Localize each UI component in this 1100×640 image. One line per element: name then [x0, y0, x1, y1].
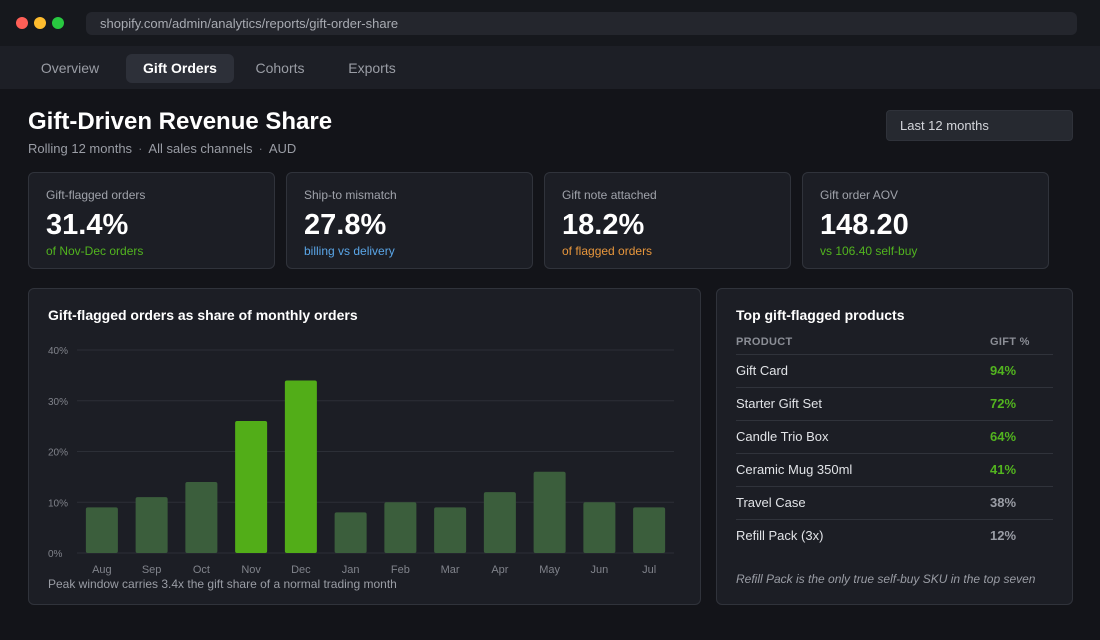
bar-jun	[583, 502, 616, 553]
kpi-label: Gift note attached	[562, 188, 657, 202]
kpi-note: billing vs delivery	[304, 244, 395, 258]
x-tick-label: Nov	[241, 564, 261, 576]
kpi-value: 31.4%	[46, 209, 129, 241]
meta-currency: AUD	[268, 141, 297, 156]
kpi-note: of Nov-Dec orders	[46, 244, 144, 258]
chart-panel: 0% 10% 20% 30% 40% Aug Sep Oct Nov Dec Jan Feb Mar Ap…	[28, 288, 701, 605]
page-title: Gift-Driven Revenue Share	[28, 108, 333, 135]
gift-share-bar-chart: 0% 10% 20% 30% 40% Aug Sep Oct Nov Dec Jan Feb Mar Ap…	[48, 346, 674, 576]
y-tick-label: 40%	[48, 346, 68, 357]
meta-period: Rolling 12 months	[28, 141, 133, 156]
x-tick-label: Oct	[193, 564, 210, 576]
kpi-card-gift-aov: Gift order AOV 148.20 vs 106.40 self-buy	[802, 172, 1049, 269]
x-tick-label: Feb	[391, 564, 410, 576]
product-name: Starter Gift Set	[736, 396, 822, 411]
report-meta: Rolling 12 months · All sales channels · AUD	[28, 141, 296, 156]
bar-may	[533, 471, 566, 553]
bar-feb	[384, 502, 417, 553]
products-panel-title: Top gift-flagged products	[736, 307, 905, 323]
address-bar[interactable]: shopify.com/admin/analytics/reports/gift…	[86, 12, 1077, 35]
table-row[interactable]: Ceramic Mug 350ml 41%	[736, 453, 1053, 486]
product-name: Refill Pack (3x)	[736, 528, 824, 543]
x-tick-label: Jul	[642, 564, 656, 576]
meta-channels: All sales channels	[148, 141, 253, 156]
bar-oct	[185, 481, 218, 553]
x-tick-label: Dec	[291, 564, 311, 576]
table-row[interactable]: Starter Gift Set 72%	[736, 387, 1053, 420]
product-name: Gift Card	[736, 363, 789, 378]
kpi-note: vs 106.40 self-buy	[820, 244, 918, 258]
kpi-value: 18.2%	[562, 209, 645, 241]
bar-jan	[334, 512, 367, 553]
table-row[interactable]: Candle Trio Box 64%	[736, 420, 1053, 453]
x-tick-label: Jun	[591, 564, 609, 576]
product-name: Candle Trio Box	[736, 429, 829, 444]
bar-jul	[633, 507, 666, 553]
bar-sep	[135, 497, 168, 553]
kpi-label: Gift order AOV	[820, 188, 899, 202]
meta-separator: ·	[258, 141, 263, 156]
tab-overview[interactable]: Overview	[40, 60, 100, 76]
kpi-label: Ship-to mismatch	[304, 188, 397, 202]
gift-pct: 94%	[990, 363, 1017, 378]
product-name: Travel Case	[736, 495, 806, 510]
kpi-value: 27.8%	[304, 209, 387, 241]
minimize-window-icon[interactable]	[34, 17, 46, 29]
gift-pct: 72%	[990, 396, 1017, 411]
chart-caption: Peak window carries 3.4x the gift share …	[48, 577, 397, 591]
gift-pct: 12%	[990, 528, 1017, 543]
report-tabs: Overview Gift Orders Cohorts Exports	[0, 46, 1100, 89]
y-tick-label: 10%	[48, 498, 68, 509]
bar-aug	[85, 507, 118, 553]
x-tick-label: Mar	[441, 564, 460, 576]
x-tick-label: Aug	[92, 564, 112, 576]
kpi-card-gift-flagged: Gift-flagged orders 31.4% of Nov-Dec ord…	[28, 172, 275, 269]
y-tick-label: 30%	[48, 397, 68, 408]
chart-title: Gift-flagged orders as share of monthly …	[48, 307, 358, 323]
bar-apr	[483, 492, 516, 553]
bar-nov	[235, 421, 268, 553]
column-header-product: PRODUCT	[736, 336, 793, 348]
gift-pct: 64%	[990, 429, 1017, 444]
tab-exports[interactable]: Exports	[348, 60, 396, 76]
x-tick-label: May	[539, 564, 560, 576]
table-row[interactable]: Gift Card 94%	[736, 354, 1053, 387]
column-header-gift-pct: GIFT %	[990, 336, 1030, 348]
x-tick-label: Sep	[142, 564, 162, 576]
bar-dec	[284, 380, 317, 553]
products-footnote: Refill Pack is the only true self-buy SK…	[736, 572, 1036, 586]
gift-pct: 38%	[990, 495, 1017, 510]
tab-gift-orders[interactable]: Gift Orders	[126, 54, 234, 83]
meta-separator: ·	[138, 141, 143, 156]
kpi-card-ship-mismatch: Ship-to mismatch 27.8% billing vs delive…	[286, 172, 533, 269]
table-row[interactable]: Refill Pack (3x) 12%	[736, 519, 1053, 552]
y-tick-label: 0%	[48, 549, 63, 560]
browser-chrome: shopify.com/admin/analytics/reports/gift…	[0, 0, 1100, 46]
tab-cohorts[interactable]: Cohorts	[255, 60, 305, 76]
gift-pct: 41%	[990, 462, 1017, 477]
y-tick-label: 20%	[48, 448, 68, 459]
kpi-card-gift-note: Gift note attached 18.2% of flagged orde…	[544, 172, 791, 269]
kpi-value: 148.20	[820, 209, 909, 241]
bar-mar	[434, 507, 467, 553]
kpi-label: Gift-flagged orders	[46, 188, 146, 202]
kpi-note: of flagged orders	[562, 244, 653, 258]
table-row[interactable]: Travel Case 38%	[736, 486, 1053, 519]
maximize-window-icon[interactable]	[52, 17, 64, 29]
x-tick-label: Jan	[342, 564, 360, 576]
date-range-select[interactable]: Last 12 months	[886, 110, 1073, 141]
product-name: Ceramic Mug 350ml	[736, 462, 853, 477]
close-window-icon[interactable]	[16, 17, 28, 29]
x-tick-label: Apr	[491, 564, 508, 576]
top-products-panel: Top gift-flagged products PRODUCT GIFT %…	[716, 288, 1073, 605]
